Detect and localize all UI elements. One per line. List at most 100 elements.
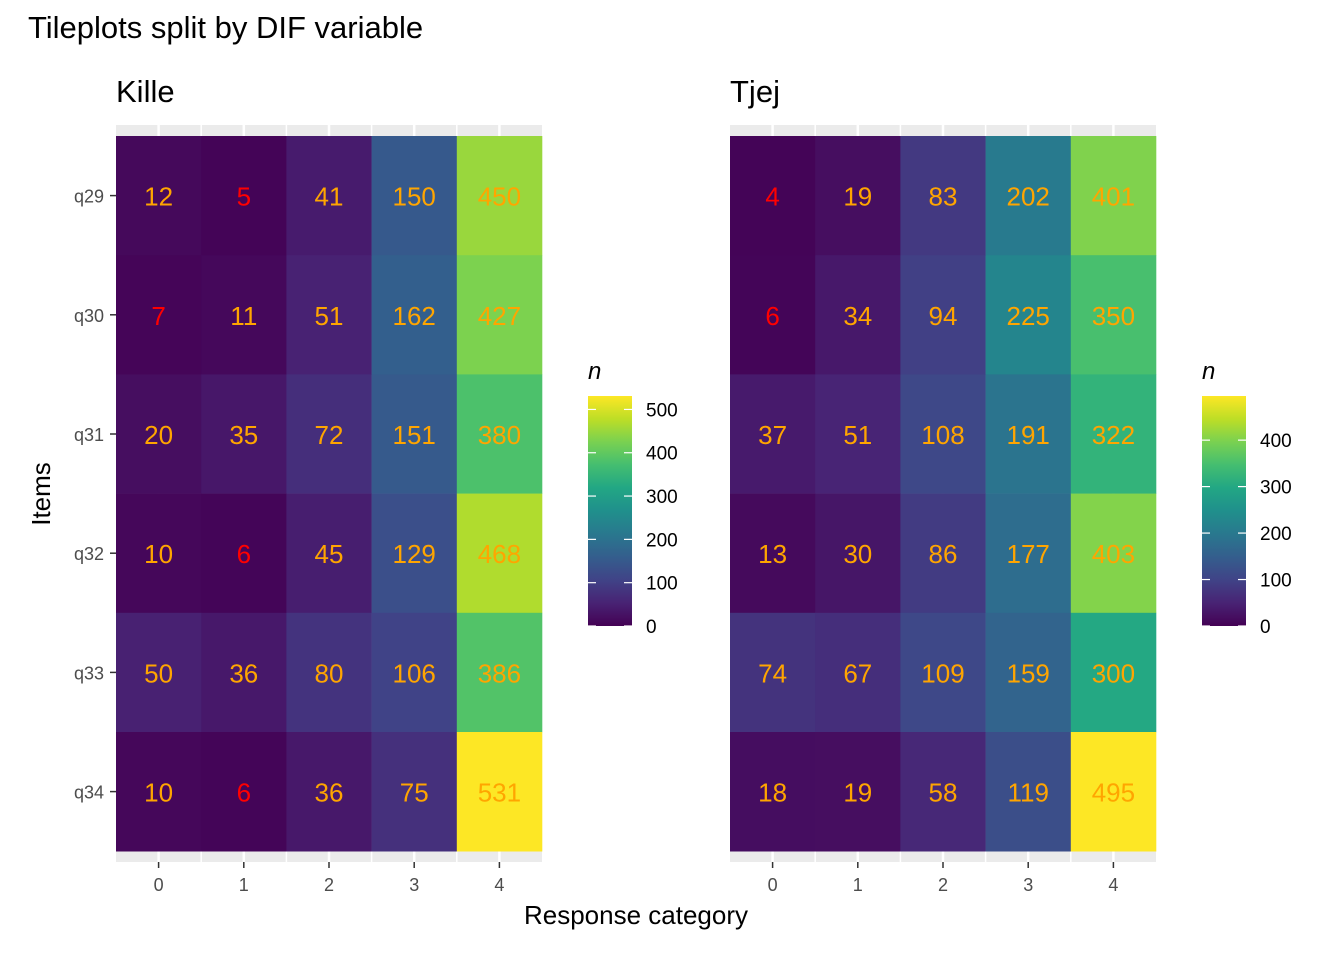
panel-title: Tjej	[730, 74, 780, 109]
tile-label: 151	[393, 420, 436, 450]
x-tick-label: 1	[239, 875, 249, 895]
tile-label: 129	[393, 539, 436, 569]
tile-q30-3	[371, 255, 458, 375]
tile-q33-3	[985, 612, 1072, 733]
legend-tick-label: 500	[646, 400, 678, 421]
y-tick-label: q32	[74, 544, 104, 564]
tile-label: 7	[151, 301, 165, 331]
legend-tick-label: 300	[1260, 478, 1292, 499]
y-tick-label: q33	[74, 663, 104, 683]
tile-q30-4	[1070, 255, 1157, 375]
tile-label: 34	[843, 301, 872, 331]
tile-label: 86	[929, 539, 958, 569]
tile-label: 150	[393, 182, 436, 212]
tile-q30-1	[201, 255, 287, 375]
y-tick-label: q29	[74, 187, 104, 207]
tile-label: 6	[237, 539, 251, 569]
tile-label: 300	[1092, 658, 1135, 688]
tile-label: 30	[843, 539, 872, 569]
tile-q29-0	[730, 136, 816, 256]
legend-colorbar	[1202, 396, 1246, 626]
legend-colorbar	[588, 396, 632, 626]
tile-label: 19	[843, 182, 872, 212]
tile-q31-3	[371, 374, 458, 494]
x-tick-label: 4	[1108, 875, 1118, 895]
tile-label: 10	[144, 539, 173, 569]
tile-label: 20	[144, 420, 173, 450]
tile-q29-2	[286, 136, 372, 256]
tile-q33-2	[286, 612, 372, 733]
tile-q33-3	[371, 612, 458, 733]
tile-q34-1	[201, 732, 287, 852]
tile-label: 12	[144, 182, 173, 212]
chart-title: Tileplots split by DIF variable	[28, 10, 423, 45]
tile-label: 74	[758, 658, 787, 688]
tile-label: 6	[237, 778, 251, 808]
tile-label: 75	[400, 778, 429, 808]
tile-label: 386	[478, 658, 521, 688]
tile-label: 11	[230, 301, 257, 331]
tile-label: 41	[315, 182, 344, 212]
x-tick-label: 2	[938, 875, 948, 895]
tile-label: 108	[921, 420, 964, 450]
tile-q32-4	[1070, 493, 1157, 614]
tile-label: 109	[921, 658, 964, 688]
tile-label: 50	[144, 658, 173, 688]
tile-q31-0	[116, 374, 202, 494]
tile-label: 119	[1007, 778, 1048, 808]
tile-label: 51	[843, 420, 872, 450]
tile-q34-3	[371, 732, 458, 852]
legend-tick-label: 400	[1260, 431, 1292, 452]
tile-label: 6	[765, 301, 779, 331]
x-tick-label: 4	[494, 875, 504, 895]
tile-q33-1	[815, 612, 901, 733]
tile-label: 10	[144, 778, 173, 808]
tile-label: 67	[843, 658, 872, 688]
tile-q33-2	[900, 612, 986, 733]
tile-label: 159	[1007, 658, 1050, 688]
tile-q30-2	[900, 255, 986, 375]
tile-label: 531	[478, 778, 521, 808]
tile-label: 401	[1092, 182, 1135, 212]
tile-q31-2	[286, 374, 372, 494]
legend-tick-label: 100	[1260, 571, 1292, 592]
tile-label: 19	[843, 778, 872, 808]
legend: n 0 100 200 300 400	[1202, 358, 1292, 638]
x-tick-label: 0	[154, 875, 164, 895]
tile-label: 427	[478, 301, 521, 331]
tile-q32-2	[900, 493, 986, 614]
tile-label: 36	[315, 778, 344, 808]
tile-q32-1	[815, 493, 901, 614]
tile-q33-4	[456, 612, 543, 733]
tile-q30-0	[116, 255, 202, 375]
tile-q34-2	[900, 732, 986, 852]
tile-label: 80	[315, 658, 344, 688]
legend-title: n	[588, 358, 601, 385]
tile-q29-3	[371, 136, 458, 256]
tile-q32-4	[456, 493, 543, 614]
tile-q34-4	[456, 732, 543, 852]
tile-label: 37	[758, 420, 787, 450]
tile-q32-3	[371, 493, 458, 614]
tile-label: 35	[229, 420, 258, 450]
tile-label: 72	[315, 420, 344, 450]
tile-q29-4	[1070, 136, 1157, 256]
tile-q31-1	[201, 374, 287, 494]
tile-label: 4	[765, 182, 779, 212]
legend: n 0 100 200 300 400 500	[588, 358, 678, 638]
tile-q29-2	[900, 136, 986, 256]
x-axis-label: Response category	[524, 900, 748, 930]
tile-label: 322	[1092, 420, 1135, 450]
tile-q32-0	[116, 493, 202, 614]
x-tick-label: 3	[409, 875, 419, 895]
tile-label: 106	[393, 658, 436, 688]
tile-label: 495	[1092, 778, 1135, 808]
tile-q29-1	[815, 136, 901, 256]
tile-label: 162	[393, 301, 436, 331]
tile-q31-0	[730, 374, 816, 494]
tile-label: 18	[758, 778, 787, 808]
tile-q33-4	[1070, 612, 1157, 733]
tile-q33-0	[116, 612, 202, 733]
